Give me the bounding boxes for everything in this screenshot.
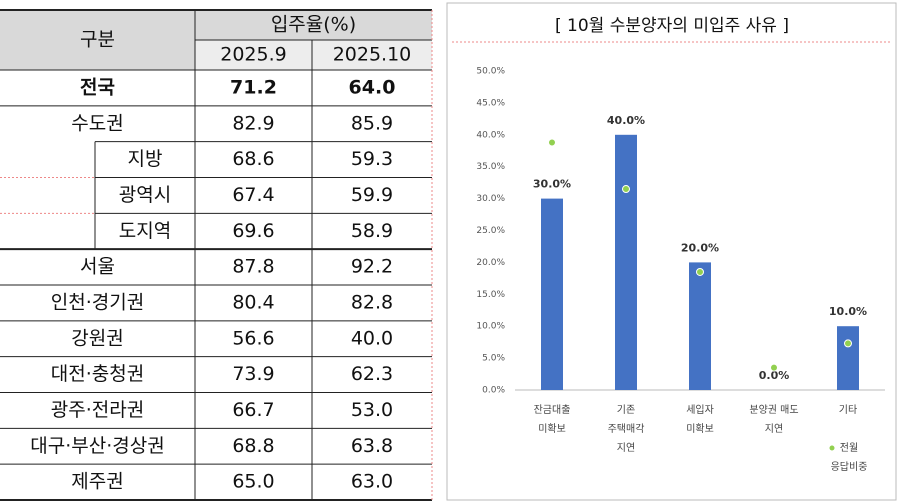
cell: 65.0 bbox=[232, 471, 274, 493]
cell: 87.8 bbox=[232, 256, 274, 278]
cell: 67.4 bbox=[232, 184, 274, 206]
row-label: 인천·경기권 bbox=[51, 291, 144, 313]
cell: 62.3 bbox=[351, 363, 393, 385]
header-bg bbox=[0, 10, 195, 70]
y-tick-label: 15.0% bbox=[476, 290, 505, 300]
cell: 56.6 bbox=[232, 327, 274, 349]
y-tick-label: 10.0% bbox=[476, 322, 505, 332]
legend-label: 전월 응답비중 bbox=[831, 442, 868, 473]
row-label: 강원권 bbox=[71, 327, 123, 349]
x-tick-label: 세입자 미확보 bbox=[686, 403, 714, 435]
row-label: 대구·부산·경상권 bbox=[30, 435, 164, 457]
bar bbox=[615, 134, 637, 390]
header-bg bbox=[195, 10, 432, 40]
row-label: 서울 bbox=[80, 256, 115, 278]
cell: 59.3 bbox=[351, 148, 393, 170]
y-tick-label: 25.0% bbox=[476, 226, 505, 236]
cell: 64.0 bbox=[349, 76, 396, 98]
value-label: 20.0% bbox=[681, 241, 719, 254]
chart-panel bbox=[446, 2, 897, 501]
chart-title: [ 10월 수분양자의 미입주 사유 ] bbox=[555, 16, 789, 36]
y-tick-label: 35.0% bbox=[476, 162, 505, 172]
y-tick-label: 40.0% bbox=[476, 130, 505, 140]
header-bg bbox=[195, 40, 432, 70]
value-label: 0.0% bbox=[759, 369, 790, 382]
cell: 82.9 bbox=[232, 112, 274, 134]
value-label: 10.0% bbox=[829, 305, 867, 318]
row-label: 대전·충청권 bbox=[51, 363, 144, 385]
x-tick-label: 분양권 매도 지연 bbox=[749, 404, 798, 435]
bar bbox=[837, 326, 859, 390]
cell: 63.8 bbox=[351, 435, 393, 457]
y-tick-label: 30.0% bbox=[476, 194, 505, 204]
header-cell: 2025.10 bbox=[333, 44, 412, 66]
cell: 68.6 bbox=[232, 148, 274, 170]
header-cell: 입주율(%) bbox=[271, 14, 356, 36]
value-label: 40.0% bbox=[607, 114, 645, 127]
x-tick-label: 기타 bbox=[839, 404, 857, 416]
y-tick-label: 0.0% bbox=[482, 386, 505, 396]
point bbox=[696, 267, 704, 276]
cell: 58.9 bbox=[351, 220, 393, 242]
y-tick-label: 50.0% bbox=[476, 67, 505, 77]
cell: 53.0 bbox=[351, 399, 393, 421]
y-tick-label: 5.0% bbox=[482, 354, 505, 364]
cell: 40.0 bbox=[351, 327, 393, 349]
cell: 69.6 bbox=[232, 220, 274, 242]
x-tick-label: 잔금대출 미확보 bbox=[534, 404, 571, 435]
cell: 68.8 bbox=[232, 435, 274, 457]
legend-marker bbox=[829, 445, 835, 451]
header-cell: 2025.9 bbox=[220, 44, 286, 66]
cell: 66.7 bbox=[232, 399, 274, 421]
cell: 63.0 bbox=[351, 471, 393, 493]
bar bbox=[541, 198, 563, 390]
point bbox=[770, 363, 778, 372]
row-label: 광주·전라권 bbox=[51, 399, 144, 421]
y-tick-label: 20.0% bbox=[476, 258, 505, 268]
value-label: 30.0% bbox=[533, 178, 571, 191]
cell: 59.9 bbox=[351, 184, 393, 206]
cell: 85.9 bbox=[351, 112, 393, 134]
row-label: 지방 bbox=[128, 148, 163, 170]
cell: 73.9 bbox=[232, 363, 274, 385]
y-tick-label: 45.0% bbox=[476, 98, 505, 108]
cell: 82.8 bbox=[351, 291, 393, 313]
cell: 71.2 bbox=[230, 76, 277, 98]
row-label: 광역시 bbox=[119, 184, 171, 206]
point bbox=[622, 185, 630, 194]
point bbox=[844, 339, 852, 348]
row-label: 제주권 bbox=[71, 471, 123, 493]
header-cell: 구분 bbox=[80, 29, 115, 51]
row-label: 전국 bbox=[80, 76, 115, 98]
cell: 92.2 bbox=[351, 256, 393, 278]
point bbox=[548, 138, 556, 147]
bar bbox=[689, 262, 711, 390]
row-label: 수도권 bbox=[71, 112, 123, 134]
x-tick-label: 기존 주택매각 지연 bbox=[608, 404, 645, 454]
cell: 80.4 bbox=[232, 291, 274, 313]
row-label: 도지역 bbox=[119, 220, 171, 242]
